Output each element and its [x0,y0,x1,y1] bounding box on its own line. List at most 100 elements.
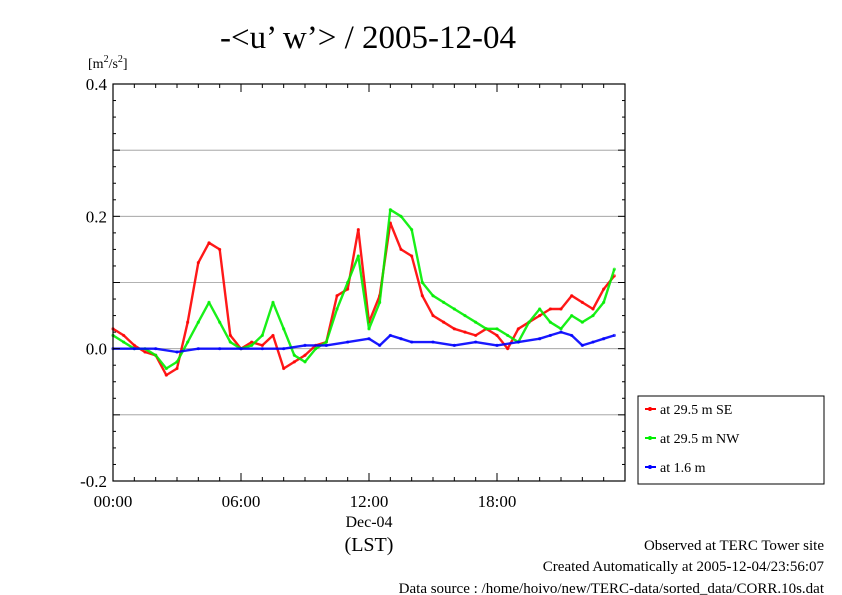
data-point [303,360,307,364]
x-tick-label: 12:00 [350,492,389,511]
y-axis-label: [m2/s2] [88,54,128,72]
data-point [154,347,158,351]
data-point [602,287,606,291]
data-point [271,333,275,338]
data-point [410,254,414,258]
data-point [591,313,595,318]
data-point [282,347,286,351]
data-point [324,340,328,344]
data-point [452,327,456,331]
data-point [164,366,168,371]
data-point [474,333,478,338]
data-point [207,300,211,304]
data-point [239,347,243,351]
data-point [463,330,467,334]
data-point [452,307,456,311]
data-point [516,340,520,344]
data-point [228,333,232,338]
data-point [463,313,467,318]
data-point [207,241,211,245]
x-tick-labels: 00:00 06:00 12:00 18:00 [94,492,517,511]
data-point [154,353,158,357]
data-point [346,340,350,344]
legend-marker [648,465,652,469]
data-point [175,350,179,354]
data-point [420,280,424,285]
data-point [271,300,275,304]
data-point [527,320,531,324]
x-tick-label: 18:00 [478,492,517,511]
data-point [218,247,222,252]
data-point [431,340,435,344]
data-point [612,333,616,338]
y-tick-label: -0.2 [80,472,107,491]
data-point [260,343,264,347]
data-point [388,333,392,338]
data-point [356,254,360,258]
footer-source: Data source : /home/hoivo/new/TERC-data/… [399,581,825,595]
y-tick-labels: -0.2 0.0 0.2 0.4 [80,75,107,491]
data-point [420,294,424,298]
data-point [559,327,563,331]
footer-created: Created Automatically at 2005-12-04/23:5… [543,559,825,575]
data-point [602,337,606,341]
data-point [260,333,264,338]
data-point [570,333,574,338]
data-point [324,343,328,347]
data-point [399,337,403,341]
legend-label: at 29.5 m NW [660,432,740,447]
data-point [132,347,136,351]
data-point [282,366,286,371]
data-point [228,340,232,344]
data-point [367,327,371,331]
data-point [303,343,307,347]
data-point [356,227,360,232]
data-point [538,313,542,318]
data-point [442,300,446,304]
data-point [335,294,339,298]
data-point [186,320,190,324]
data-point [612,267,616,271]
data-point [591,340,595,344]
data-point [474,320,478,324]
data-point [122,333,126,338]
data-point [570,294,574,298]
data-point [399,214,403,218]
legend-marker [648,436,652,440]
footer-site: Observed at TERC Tower site [644,538,824,554]
data-point [388,208,392,212]
data-point [314,347,318,351]
data-point [431,313,435,318]
data-point [175,366,179,371]
data-point [346,280,350,285]
data-point [559,330,563,334]
x-tick-label: 06:00 [222,492,261,511]
x-axis-label: (LST) [345,534,394,556]
data-point [474,340,478,344]
data-point [484,327,488,331]
data-point [495,327,499,331]
data-point [548,307,552,311]
data-point [516,327,520,331]
axis-ticks [112,83,626,482]
data-point [378,300,382,304]
data-point [591,307,595,311]
data-point [346,287,350,291]
grid-lines [113,149,625,416]
data-point [495,343,499,347]
data-point [431,294,435,298]
data-point [548,320,552,324]
data-point [186,340,190,344]
data-point [506,333,510,338]
legend-marker [648,407,652,411]
data-point [196,320,200,324]
data-point [292,353,296,357]
data-point [399,247,403,252]
data-point [580,320,584,324]
data-point [282,327,286,331]
data-point [132,343,136,347]
data-point [164,373,168,377]
data-point [452,343,456,347]
y-tick-label: 0.2 [86,207,107,226]
